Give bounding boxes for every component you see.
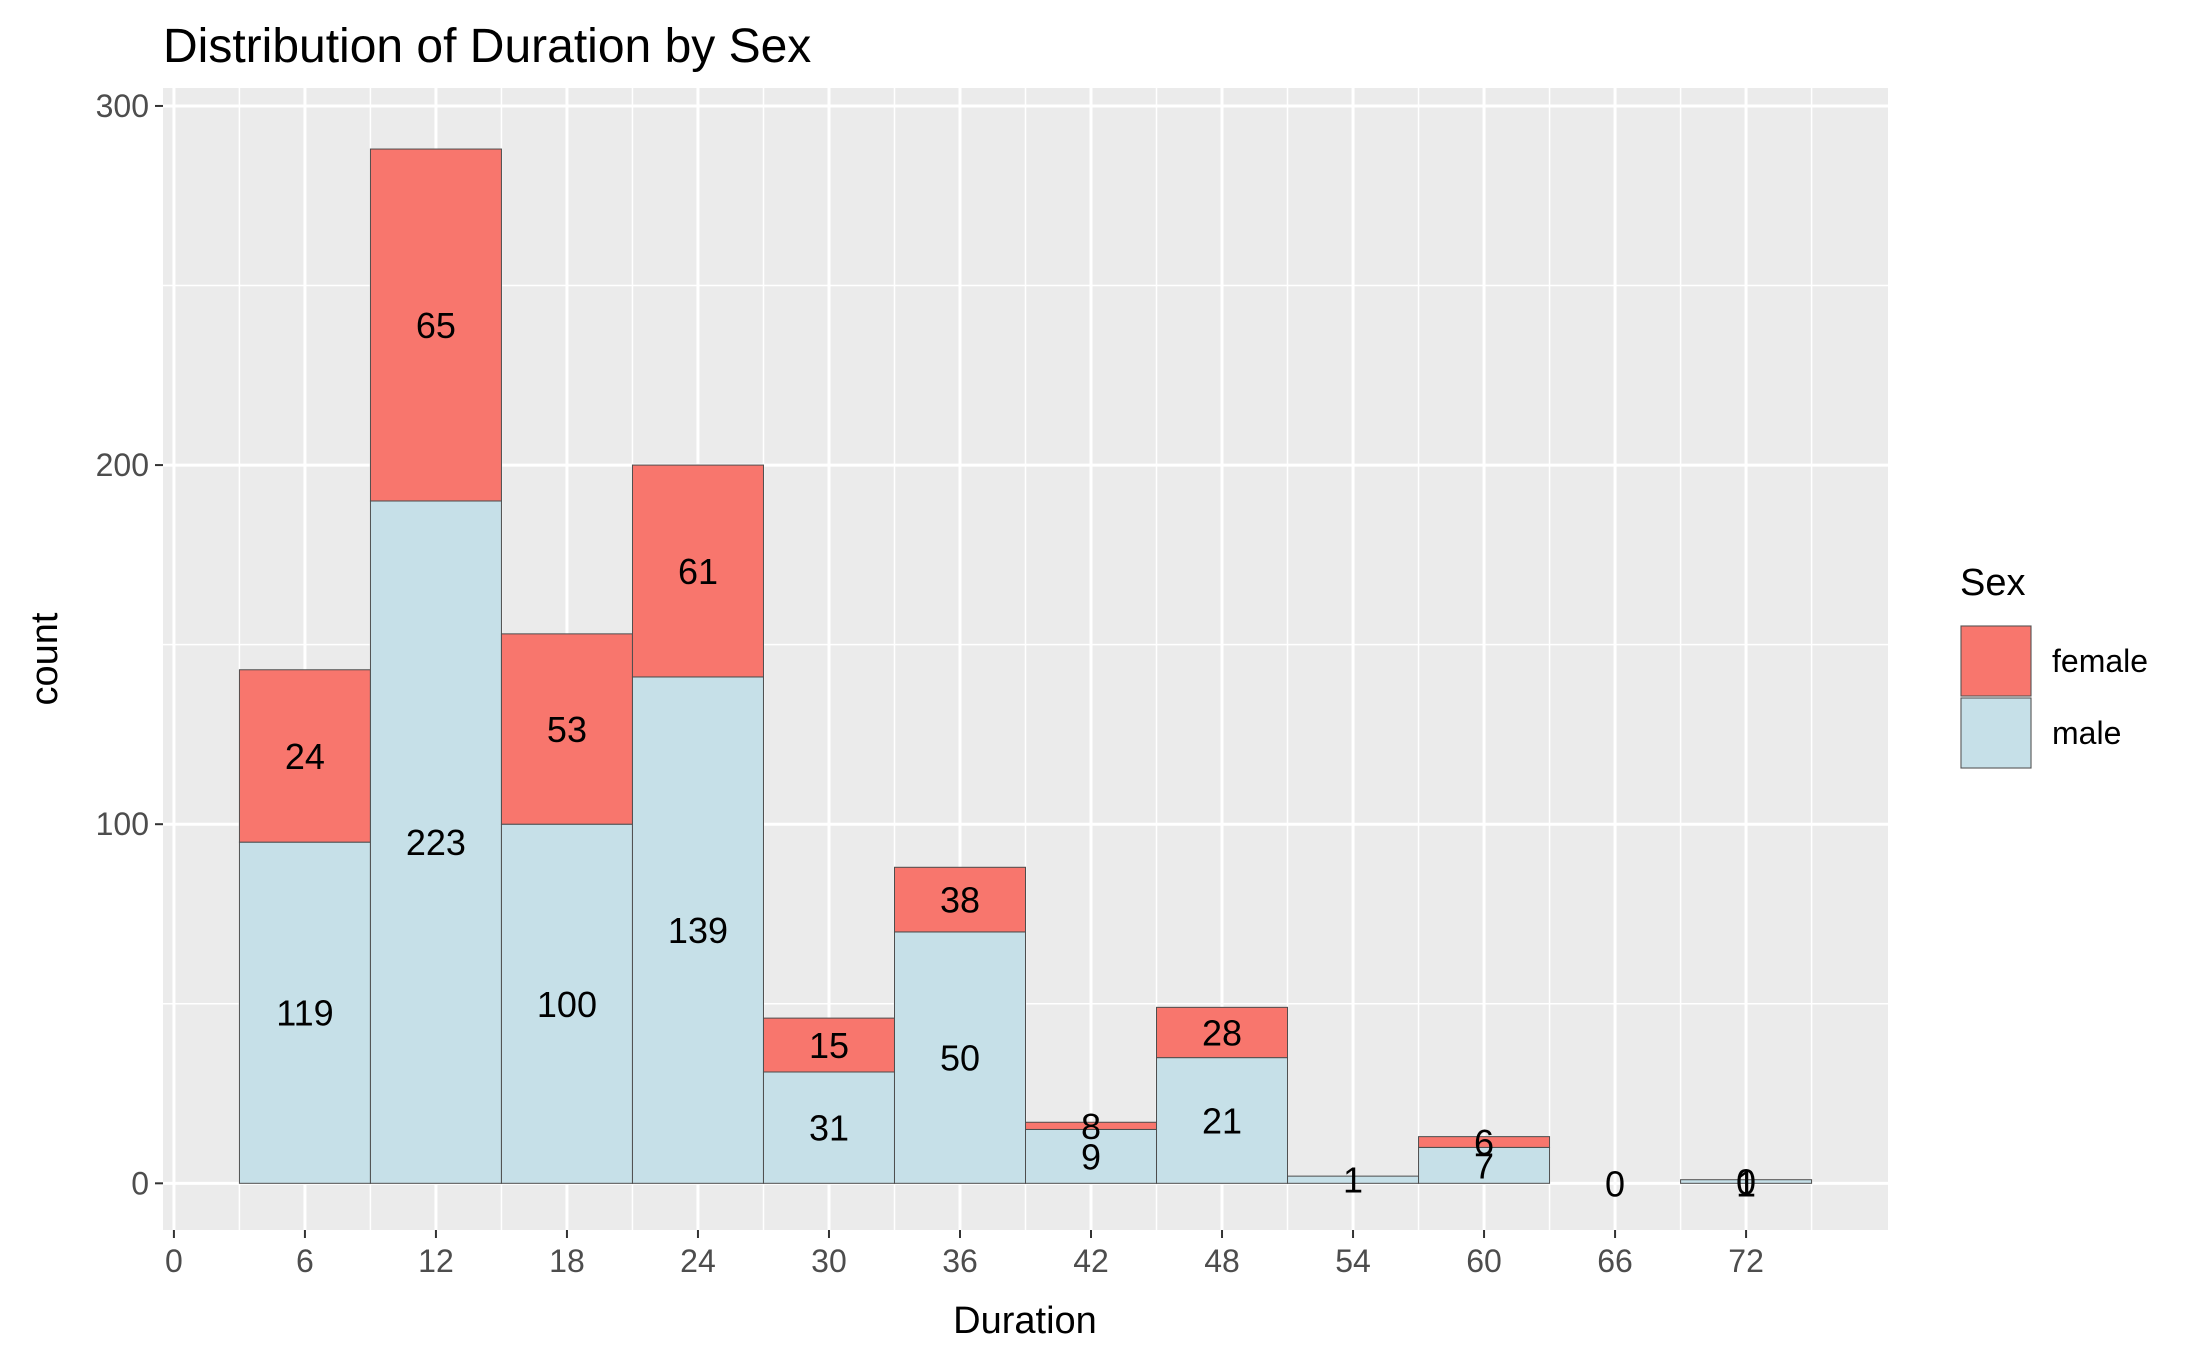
legend-label-female: female xyxy=(2052,643,2148,679)
x-tick-label: 54 xyxy=(1335,1243,1371,1279)
bar-male xyxy=(500,823,633,1184)
x-tick-label: 42 xyxy=(1073,1243,1109,1279)
bar-label-male: 9 xyxy=(1081,1136,1101,1177)
x-tick-label: 24 xyxy=(680,1243,716,1279)
bar-male xyxy=(631,676,764,1184)
bar-female xyxy=(893,866,1027,933)
bar-label-male: 31 xyxy=(809,1108,849,1149)
x-tick-label: 6 xyxy=(296,1243,314,1279)
bar-label-female: 24 xyxy=(285,736,325,777)
bar-label-female: 61 xyxy=(678,551,718,592)
bar-male xyxy=(369,500,502,1184)
x-tick-label: 18 xyxy=(549,1243,585,1279)
bar-label-female: 8 xyxy=(1081,1106,1101,1147)
bar-label-male: 0 xyxy=(1736,1162,1756,1203)
x-tick-label: 66 xyxy=(1597,1243,1633,1279)
bar-label-male: 21 xyxy=(1202,1100,1242,1141)
bar-label-male: 1 xyxy=(1343,1160,1363,1201)
y-axis-title: count xyxy=(24,612,66,705)
bar-label-male: 100 xyxy=(537,984,597,1025)
bar-label-extra: 1 xyxy=(1736,1163,1756,1204)
bars xyxy=(238,148,1813,1184)
x-tick-label: 48 xyxy=(1204,1243,1240,1279)
bar-label-female: 65 xyxy=(416,305,456,346)
legend-key-male xyxy=(1960,697,2032,769)
x-tick-label: 72 xyxy=(1728,1243,1764,1279)
bar-female xyxy=(238,669,371,843)
bar-male xyxy=(1418,1146,1551,1184)
bar-female xyxy=(1156,1006,1289,1059)
bar-label-female: 38 xyxy=(940,880,980,921)
legend-title: Sex xyxy=(1960,562,2025,604)
x-tick-label: 0 xyxy=(165,1243,183,1279)
y-tick-label: 200 xyxy=(96,447,149,483)
bar-label-male: 119 xyxy=(276,993,333,1034)
bar-label-male: 0 xyxy=(1605,1163,1625,1204)
bar-male xyxy=(893,931,1027,1184)
legend: Sex female male xyxy=(1960,562,2148,769)
bar-female xyxy=(762,1017,895,1073)
bar-male xyxy=(238,841,371,1184)
legend-label-male: male xyxy=(2052,715,2121,751)
bar-label-female: 6 xyxy=(1474,1122,1494,1163)
chart-title: Distribution of Duration by Sex xyxy=(163,20,811,73)
bar-female xyxy=(369,148,502,502)
bar-female xyxy=(1418,1136,1551,1148)
y-tick-label: 100 xyxy=(96,806,149,842)
x-tick-label: 36 xyxy=(942,1243,978,1279)
x-tick-label: 30 xyxy=(811,1243,847,1279)
x-axis-title: Duration xyxy=(953,1300,1097,1342)
bar-female xyxy=(631,464,764,678)
bar-label-female: 15 xyxy=(809,1025,849,1066)
y-tick-label: 300 xyxy=(96,88,149,124)
bar-label-male: 223 xyxy=(406,822,466,863)
bar-label-female: 28 xyxy=(1202,1012,1242,1053)
y-tick-label: 0 xyxy=(131,1165,149,1201)
bar-female xyxy=(500,633,633,825)
legend-key-female xyxy=(1960,625,2032,697)
bar-label-male: 7 xyxy=(1474,1145,1494,1186)
bar-label-female: 53 xyxy=(547,709,587,750)
x-tick-label: 12 xyxy=(418,1243,454,1279)
x-tick-label: 60 xyxy=(1466,1243,1502,1279)
bar-male xyxy=(1156,1057,1289,1184)
bar-male xyxy=(1680,1179,1813,1184)
bar-label-male: 50 xyxy=(940,1038,980,1079)
bar-label-male: 139 xyxy=(668,910,728,951)
